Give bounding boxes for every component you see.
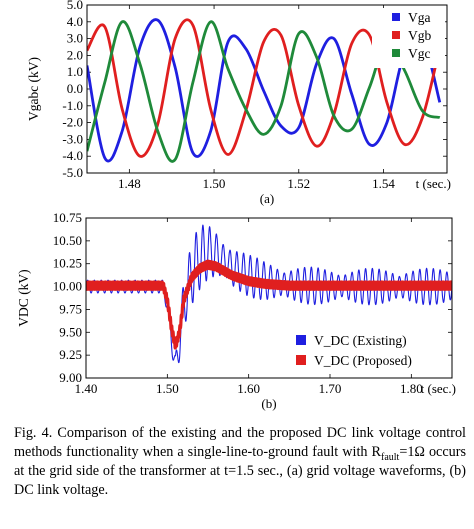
legend-label: V_DC (Proposed) xyxy=(314,353,412,368)
y-axis-label: VDC (kV) xyxy=(16,269,31,326)
y-tick-label: 3.0 xyxy=(67,31,83,46)
legend-label: Vga xyxy=(408,10,431,25)
legend-swatch xyxy=(392,13,400,21)
plot-frame xyxy=(86,4,448,174)
series-line-2 xyxy=(86,259,452,350)
legend-swatch xyxy=(296,355,306,365)
y-tick-label: -4.0 xyxy=(62,148,83,163)
y-tick-label: 9.00 xyxy=(59,370,82,385)
y-tick-label: -1.0 xyxy=(62,98,83,113)
y-tick-label: 10.25 xyxy=(53,256,82,271)
y-tick-label: 10.75 xyxy=(53,210,82,225)
series-line-2 xyxy=(87,18,442,158)
y-tick-label: 1.0 xyxy=(67,64,83,79)
y-tick-label: -3.0 xyxy=(62,131,83,146)
x-axis-label: t (sec.) xyxy=(416,176,451,191)
chart-a: 5.0 4.0 3.02.0 1.0 0.0 -1.0 -2.0-3.0 -4.0 -5.0 1.… xyxy=(26,0,451,206)
legend: Vga Vgb Vgc xyxy=(372,8,445,68)
x-tick-label: 1.80 xyxy=(400,381,423,396)
y-tick-label: 2.0 xyxy=(67,47,83,62)
x-tick-label: 1.52 xyxy=(287,176,310,191)
x-tick-label: 1.60 xyxy=(237,381,260,396)
plot-frame xyxy=(85,217,453,379)
y-tick-label: 10.50 xyxy=(53,233,82,248)
panel-label: (b) xyxy=(261,396,276,411)
y-tick-label: 5.0 xyxy=(67,0,83,12)
legend-label: Vgb xyxy=(408,28,431,43)
x-tick-label: 1.50 xyxy=(156,381,179,396)
y-tick-label: 4.0 xyxy=(67,14,83,29)
legend: V_DC (Existing) V_DC (Proposed) xyxy=(286,326,434,374)
legend-swatch xyxy=(296,335,306,345)
legend-label: V_DC (Existing) xyxy=(314,333,407,348)
figure: 5.0 4.0 3.02.0 1.0 0.0 -1.0 -2.0-3.0 -4.0 -5.0 1.… xyxy=(16,0,456,411)
legend-swatch xyxy=(392,31,400,39)
x-tick-label: 1.54 xyxy=(372,176,395,191)
x-tick-label: 1.40 xyxy=(75,381,98,396)
caption-text-1: Fig. 4. Comparison of the existing and t… xyxy=(14,425,466,460)
chart-b: 10.75 10.50 10.25 10.00 9.75 9.50 9.25 9.001.40… xyxy=(16,210,456,411)
legend-box xyxy=(286,326,434,374)
y-tick-label: 9.25 xyxy=(59,347,82,362)
y-tick-label: -5.0 xyxy=(62,165,83,180)
series-line-1 xyxy=(87,18,442,163)
x-tick-label: 1.50 xyxy=(203,176,226,191)
legend-label: Vgc xyxy=(408,46,431,61)
x-tick-label: 1.70 xyxy=(319,381,342,396)
legend-swatch xyxy=(392,49,400,57)
caption-subscript: fault xyxy=(380,451,400,463)
caption-text-2: =1Ω occurs at the grid side of the trans… xyxy=(14,444,466,498)
x-axis-label: t (sec.) xyxy=(421,381,456,396)
y-tick-label: 9.75 xyxy=(59,301,82,316)
y-tick-label: -2.0 xyxy=(62,115,83,130)
figure-caption: Fig. 4. Comparison of the existing and t… xyxy=(14,424,466,500)
y-tick-label: 0.0 xyxy=(67,81,83,96)
x-tick-label: 1.48 xyxy=(118,176,141,191)
legend-box xyxy=(372,8,445,68)
y-tick-label: 10.00 xyxy=(53,279,82,294)
series-group xyxy=(86,224,452,364)
y-axis-label: Vgabc (kV) xyxy=(26,57,41,121)
y-tick-label: 9.50 xyxy=(59,324,82,339)
panel-label: (a) xyxy=(260,191,274,206)
